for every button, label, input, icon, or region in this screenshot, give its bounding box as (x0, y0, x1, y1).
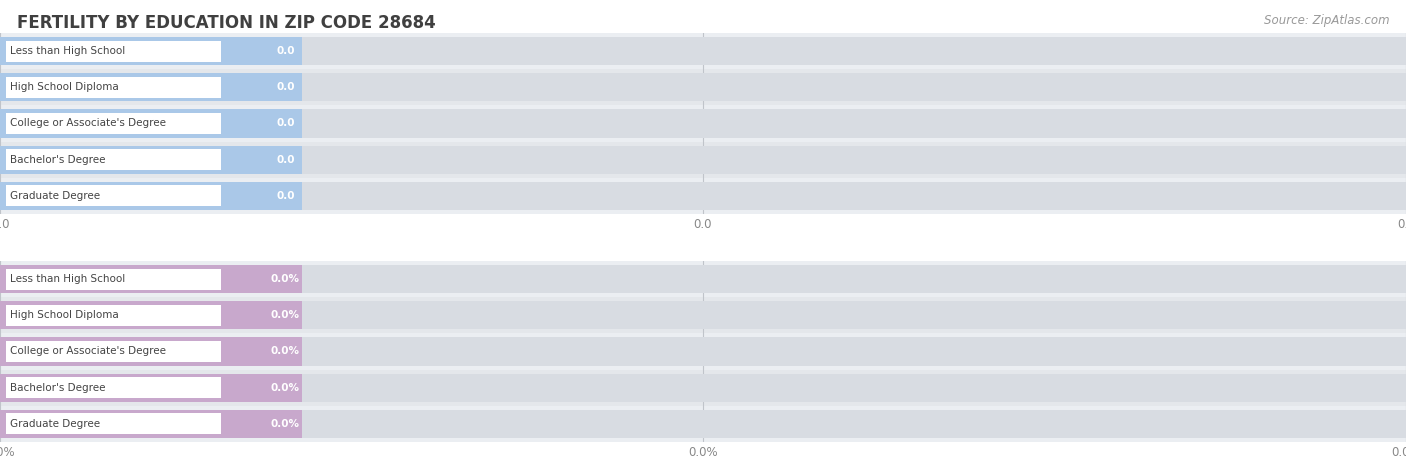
Bar (0, 181, 1406, 210)
Bar (0, 261, 1406, 297)
Bar (6, 76, 221, 98)
Bar (0, 337, 302, 366)
Bar (0, 37, 1406, 66)
Bar (0, 265, 1406, 294)
Bar (0, 297, 1406, 333)
Bar (0, 105, 1406, 142)
Bar (0, 409, 1406, 438)
Text: Bachelor's Degree: Bachelor's Degree (10, 154, 105, 165)
Bar (0, 373, 302, 402)
Text: High School Diploma: High School Diploma (10, 82, 118, 93)
Bar (0, 301, 302, 330)
Bar (6, 341, 221, 362)
Text: 0.0: 0.0 (276, 46, 295, 57)
Bar (0, 178, 1406, 214)
Bar (0, 145, 302, 174)
Bar (0, 333, 1406, 370)
Bar (0, 73, 1406, 102)
Bar (0, 109, 302, 138)
Bar (0, 142, 1406, 178)
Text: 0.0%: 0.0% (271, 274, 299, 285)
Text: FERTILITY BY EDUCATION IN ZIP CODE 28684: FERTILITY BY EDUCATION IN ZIP CODE 28684 (17, 14, 436, 32)
Bar (0, 265, 302, 294)
Text: Less than High School: Less than High School (10, 46, 125, 57)
Text: 0.0: 0.0 (276, 82, 295, 93)
Bar (6, 304, 221, 326)
Bar (0, 406, 1406, 442)
Bar (0, 370, 1406, 406)
Text: Graduate Degree: Graduate Degree (10, 190, 100, 201)
Bar (0, 373, 1406, 402)
Bar (0, 73, 302, 102)
Text: 0.0%: 0.0% (271, 346, 299, 357)
Text: College or Associate's Degree: College or Associate's Degree (10, 346, 166, 357)
Text: Bachelor's Degree: Bachelor's Degree (10, 382, 105, 393)
Text: 0.0: 0.0 (276, 118, 295, 129)
Bar (0, 109, 1406, 138)
Bar (0, 69, 1406, 105)
Text: Graduate Degree: Graduate Degree (10, 418, 100, 429)
Text: 0.0%: 0.0% (271, 382, 299, 393)
Bar (0, 145, 1406, 174)
Bar (6, 40, 221, 62)
Text: 0.0: 0.0 (276, 190, 295, 201)
Bar (6, 113, 221, 134)
Bar (0, 301, 1406, 330)
Bar (0, 337, 1406, 366)
Text: Less than High School: Less than High School (10, 274, 125, 285)
Text: Source: ZipAtlas.com: Source: ZipAtlas.com (1264, 14, 1389, 27)
Text: 0.0%: 0.0% (271, 310, 299, 321)
Bar (6, 185, 221, 207)
Bar (6, 377, 221, 399)
Bar (0, 181, 302, 210)
Bar (6, 268, 221, 290)
Bar (6, 413, 221, 435)
Text: College or Associate's Degree: College or Associate's Degree (10, 118, 166, 129)
Bar (0, 33, 1406, 69)
Bar (0, 37, 302, 66)
Text: 0.0: 0.0 (276, 154, 295, 165)
Bar (0, 409, 302, 438)
Text: 0.0%: 0.0% (271, 418, 299, 429)
Bar (6, 149, 221, 171)
Text: High School Diploma: High School Diploma (10, 310, 118, 321)
